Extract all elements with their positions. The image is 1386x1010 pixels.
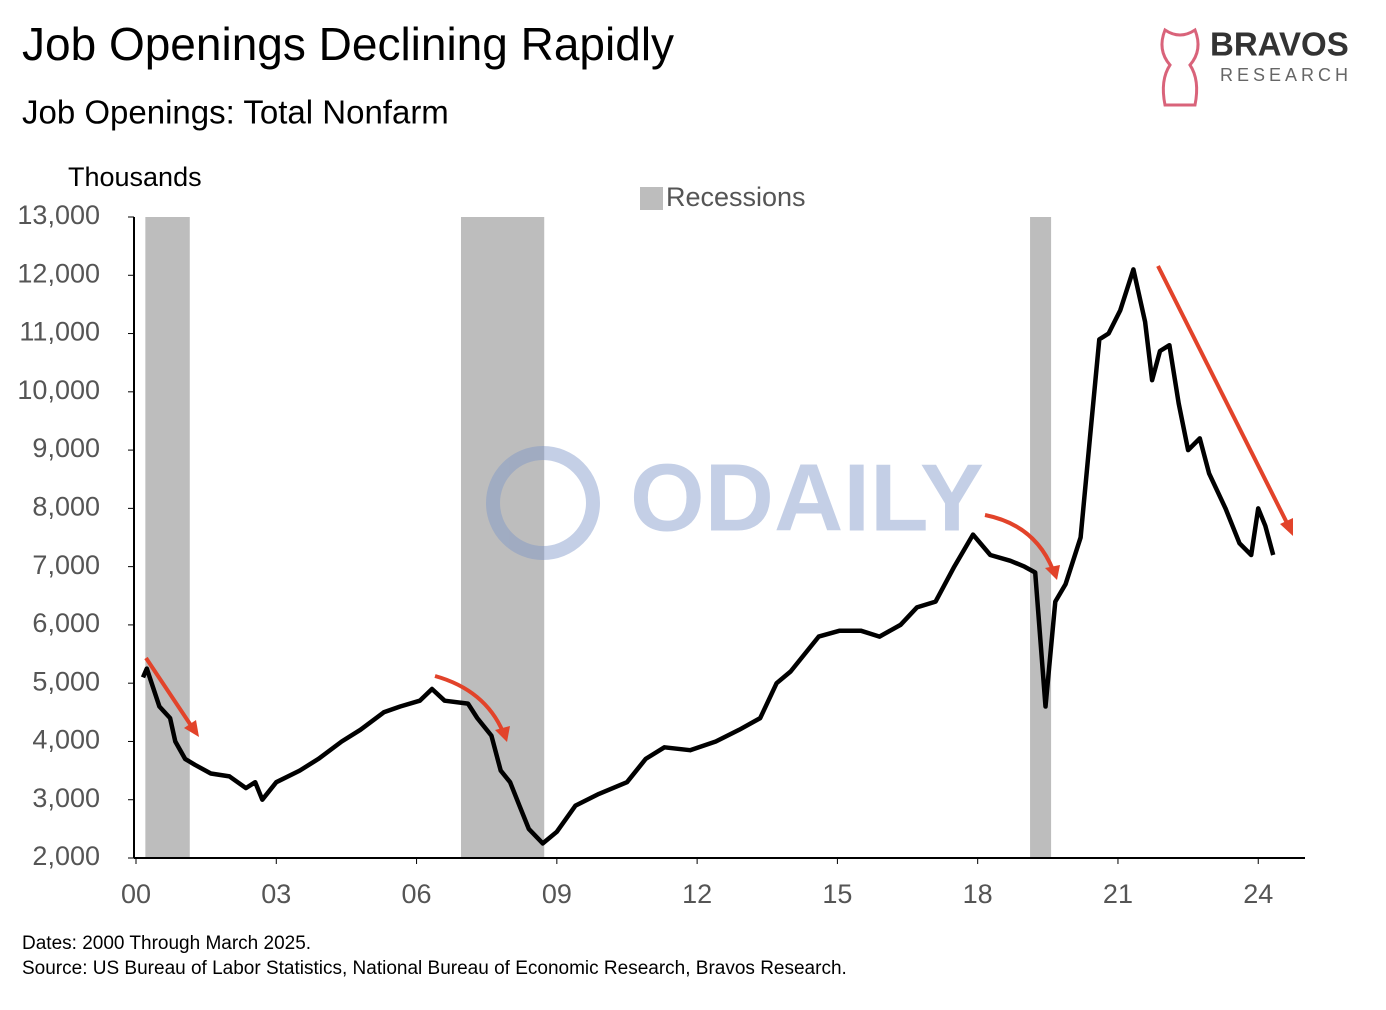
y-tick-label: 13,000 — [17, 200, 100, 230]
footnote: Source: US Bureau of Labor Statistics, N… — [22, 958, 847, 979]
watermark-text: ODAILY — [630, 444, 984, 551]
recession-band — [460, 217, 545, 858]
y-tick-label: 6,000 — [32, 608, 100, 638]
chart-subtitle: Job Openings: Total Nonfarm — [22, 94, 449, 131]
y-tick-label: 12,000 — [17, 258, 100, 288]
annotation-arrows — [144, 265, 1293, 742]
x-tick-label: 00 — [121, 879, 151, 909]
x-tick-label: 12 — [682, 879, 712, 909]
logo: BRAVOS RESEARCH — [1160, 26, 1352, 107]
y-tick-label: 11,000 — [19, 317, 100, 347]
x-tick-label: 15 — [822, 879, 852, 909]
logo-tagline: RESEARCH — [1220, 65, 1352, 85]
legend-label: Recessions — [666, 182, 806, 212]
logo-icon — [1160, 27, 1200, 107]
y-tick-label: 8,000 — [32, 491, 100, 521]
y-tick-label: 4,000 — [32, 725, 100, 755]
recession-band — [145, 217, 190, 858]
chart-title: Job Openings Declining Rapidly — [22, 18, 674, 70]
y-axis-label: Thousands — [68, 162, 202, 192]
data-line — [140, 267, 1276, 846]
y-tick-label: 7,000 — [32, 550, 100, 580]
x-tick-label: 18 — [963, 879, 993, 909]
watermark: ODAILY — [486, 444, 984, 560]
y-tick-label: 10,000 — [17, 375, 100, 405]
x-tick-label: 24 — [1243, 879, 1273, 909]
y-tick-label: 2,000 — [32, 841, 100, 871]
y-tick-label: 5,000 — [32, 666, 100, 696]
y-tick-label: 9,000 — [32, 433, 100, 463]
x-tick-label: 03 — [261, 879, 291, 909]
x-tick-label: 06 — [402, 879, 432, 909]
plot-area: 2,000 3,000 4,000 5,000 6,000 7,000 8,000 9,000… — [17, 200, 1305, 909]
y-tick-label: 3,000 — [32, 783, 100, 813]
x-tick-label: 21 — [1103, 879, 1133, 909]
footnote: Dates: 2000 Through March 2025. — [22, 933, 311, 954]
x-tick-label: 09 — [542, 879, 572, 909]
legend-swatch — [640, 187, 663, 210]
logo-name: BRAVOS — [1210, 26, 1349, 63]
